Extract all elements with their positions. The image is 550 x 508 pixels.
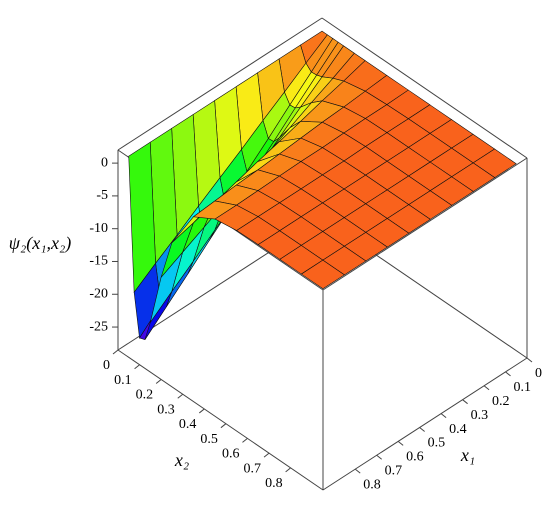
x2-tick [242, 438, 248, 443]
z-tick-label: -5 [96, 188, 108, 203]
x2-tick [199, 408, 205, 414]
x1-tick-label: 0.4 [449, 422, 467, 437]
x2-tick [263, 452, 270, 458]
z-tick-label: -10 [89, 221, 108, 236]
x1-tick [526, 357, 533, 363]
x2-tick-label: 0.3 [157, 402, 175, 417]
x2-tick-label: 0.7 [244, 461, 262, 476]
x1-tick [440, 413, 447, 418]
box-edge [321, 17, 528, 159]
x1-tick [462, 399, 468, 405]
x2-tick [155, 379, 162, 384]
x2-tick-label: 0.5 [200, 432, 218, 447]
box-edge [322, 357, 528, 491]
box-edge [117, 17, 323, 151]
x2-tick-label: 0.8 [265, 476, 283, 491]
x1-tick-label: 0.5 [428, 436, 446, 451]
surface-patch [300, 259, 345, 290]
x2-tick-label: 0.1 [114, 373, 132, 388]
z-tick-label: -25 [89, 319, 108, 334]
box-edge [117, 349, 324, 491]
x2-tick [285, 467, 291, 473]
x1-tick-label: 0.2 [492, 394, 510, 409]
z-tick-label: -15 [89, 254, 108, 269]
x1-tick [376, 454, 382, 460]
x2-tick [112, 349, 119, 355]
x1-axis-label: x₁ [460, 445, 475, 465]
x1-tick [354, 468, 361, 474]
x1-tick [483, 385, 490, 391]
x2-tick [220, 423, 227, 429]
x1-tick-label: 0.8 [363, 477, 381, 492]
x1-tick-label: 0.3 [471, 408, 489, 423]
box-edge [322, 157, 528, 291]
x1-tick [397, 440, 404, 446]
x1-tick-label: 0 [535, 366, 542, 381]
x1-tick [419, 427, 425, 432]
z-tick-label: 0 [101, 155, 108, 170]
z-axis-label: ψ₂(x₁,x₂) [9, 233, 71, 254]
x1-tick-label: 0.7 [385, 463, 403, 478]
z-tick-label: -20 [89, 286, 108, 301]
x2-axis-label: x₂ [174, 450, 189, 470]
x1-tick-label: 0.1 [514, 380, 532, 395]
x1-tick [505, 371, 511, 377]
x2-tick [134, 364, 140, 370]
x2-tick-label: 0.2 [136, 388, 154, 403]
x2-tick-label: 0.6 [222, 447, 240, 462]
x1-tick-label: 0.6 [406, 450, 424, 465]
x2-tick-label: 0.4 [179, 417, 197, 432]
x2-tick-label: 0 [103, 358, 110, 373]
x2-tick [177, 393, 184, 399]
